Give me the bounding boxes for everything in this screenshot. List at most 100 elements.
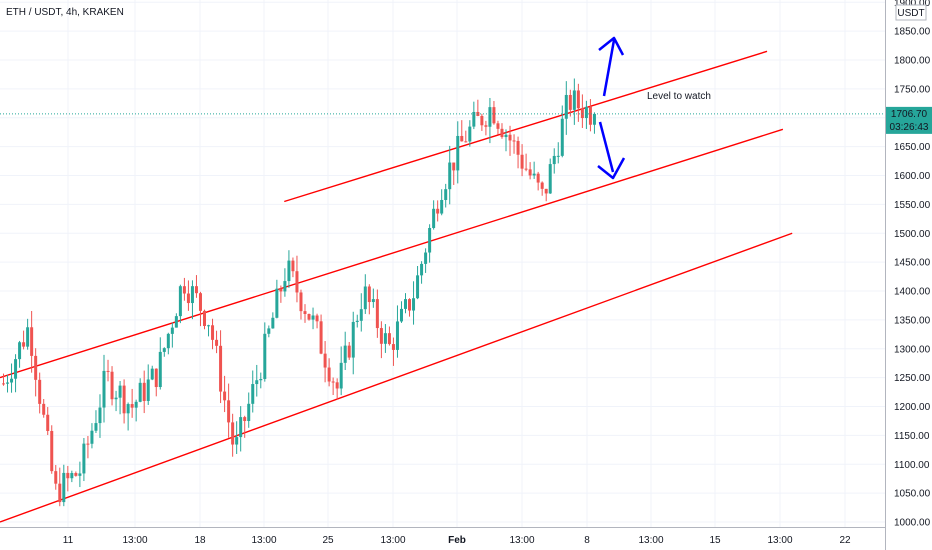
price-tick-label: 1000.00 <box>894 518 931 529</box>
candle-body <box>6 382 10 384</box>
candle-body <box>42 403 46 415</box>
candle-body <box>327 367 331 382</box>
candle-body <box>424 252 428 264</box>
candle-body <box>448 162 452 190</box>
candle-body <box>138 382 142 402</box>
candle-body <box>166 333 170 349</box>
candle-body <box>568 94 572 110</box>
candle-body <box>572 90 576 110</box>
candle-body <box>311 315 315 320</box>
current-price-badge <box>886 106 932 134</box>
candle-body <box>271 317 275 329</box>
candle-body <box>323 353 327 368</box>
time-tick-label: 25 <box>322 535 334 546</box>
candle-body <box>363 286 367 310</box>
candle-body <box>198 293 202 311</box>
candle-body <box>58 483 62 503</box>
candle-body <box>560 118 564 156</box>
time-axis[interactable] <box>0 527 885 550</box>
candle-body <box>194 286 198 294</box>
candle-body <box>592 113 596 125</box>
candle-body <box>548 164 552 194</box>
time-tick-label: 13:00 <box>509 535 534 546</box>
candle-body <box>106 370 110 372</box>
candle-body <box>432 208 436 228</box>
candle-body <box>54 471 58 484</box>
price-tick-label: 1300.00 <box>894 344 931 355</box>
candle-body <box>251 384 255 404</box>
candle-body <box>536 173 540 183</box>
channel-line <box>0 232 793 523</box>
candle-body <box>219 345 223 392</box>
direction-arrows <box>597 36 626 180</box>
candle-body <box>299 292 303 312</box>
candle-body <box>544 188 548 194</box>
time-tick-label: Feb <box>448 535 466 546</box>
channel-line <box>284 50 768 203</box>
candle-body <box>399 308 403 322</box>
candle-body <box>472 111 476 127</box>
candle-body <box>452 162 456 171</box>
candle-body <box>223 391 227 401</box>
candle-body <box>243 417 247 422</box>
candle-body <box>14 359 18 379</box>
candle-body <box>130 404 134 408</box>
candle-body <box>178 286 182 317</box>
candle-body <box>78 473 82 476</box>
candle-body <box>375 299 379 329</box>
price-tick-label: 1550.00 <box>894 200 931 211</box>
price-tick-label: 1750.00 <box>894 84 931 95</box>
candle-body <box>564 94 568 119</box>
candle-body <box>255 380 259 385</box>
candle-body <box>404 299 407 309</box>
candle-body <box>66 472 70 479</box>
candle-body <box>211 325 215 340</box>
candle-body <box>170 327 174 334</box>
candle-body <box>74 473 78 476</box>
candle-body <box>331 381 335 383</box>
price-tick-label: 1850.00 <box>894 27 931 38</box>
time-axis-ticks: 11 13:00 18 13:00 25 13:00 Feb 13:00 8 13:00 15 13:… <box>63 535 851 546</box>
candle-body <box>154 368 158 388</box>
candle-body <box>38 379 42 404</box>
candle-body <box>2 383 5 385</box>
candle-body <box>492 107 496 124</box>
candle-body <box>10 378 14 383</box>
candle-body <box>98 407 102 424</box>
candle-body <box>291 260 295 272</box>
candle-body <box>335 382 339 389</box>
candle-body <box>46 414 50 431</box>
time-tick-label: 13:00 <box>767 535 792 546</box>
candle-body <box>114 397 118 400</box>
price-axis[interactable] <box>885 0 932 550</box>
candle-body <box>500 128 504 138</box>
candle-body <box>508 134 512 141</box>
candle-body <box>428 227 432 253</box>
currency-badge <box>895 4 927 21</box>
candle-body <box>520 154 524 169</box>
channel-lines <box>0 50 793 523</box>
time-tick-label: 8 <box>584 535 590 546</box>
candle-body <box>391 344 395 350</box>
candle-body <box>34 355 38 380</box>
current-price-value: 1706.70 <box>891 109 928 120</box>
candle-body <box>231 422 235 445</box>
candle-body <box>488 107 492 127</box>
candle-body <box>235 437 239 445</box>
price-tick-label: 1350.00 <box>894 315 931 326</box>
candle-body <box>207 325 211 327</box>
candle-body <box>247 403 251 422</box>
chart-grid <box>0 0 885 527</box>
candle-body <box>319 321 323 354</box>
candle-body <box>94 423 98 431</box>
candle-body <box>416 275 420 299</box>
candle-body <box>524 168 528 170</box>
direction-arrow-head <box>597 157 626 180</box>
time-tick-label: 15 <box>709 535 721 546</box>
candle-body <box>540 182 544 189</box>
candle-body <box>303 311 307 315</box>
candle-body <box>552 155 556 165</box>
candle-body <box>215 339 219 346</box>
candle-body <box>464 141 468 143</box>
